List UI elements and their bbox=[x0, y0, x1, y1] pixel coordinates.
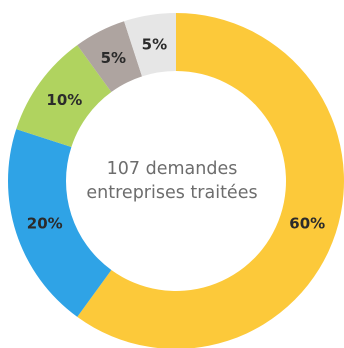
slice-label-1: 60% bbox=[289, 215, 325, 233]
donut-slice-1 bbox=[77, 13, 344, 348]
donut-slice-5 bbox=[124, 13, 176, 77]
donut-slice-4 bbox=[77, 21, 143, 93]
slice-label-4: 5% bbox=[101, 49, 126, 67]
donut-slices bbox=[7, 13, 344, 348]
donut-slice-2 bbox=[7, 129, 112, 317]
donut-slice-3 bbox=[16, 45, 112, 148]
slice-label-5: 5% bbox=[142, 36, 167, 54]
slice-labels: 60% 20% 10% 5% 5% bbox=[27, 36, 325, 233]
center-text-line-1: 107 demandes bbox=[107, 159, 238, 179]
center-text-line-2: entreprises traitées bbox=[86, 183, 257, 203]
slice-label-2: 20% bbox=[27, 215, 63, 233]
slice-label-3: 10% bbox=[46, 91, 82, 109]
